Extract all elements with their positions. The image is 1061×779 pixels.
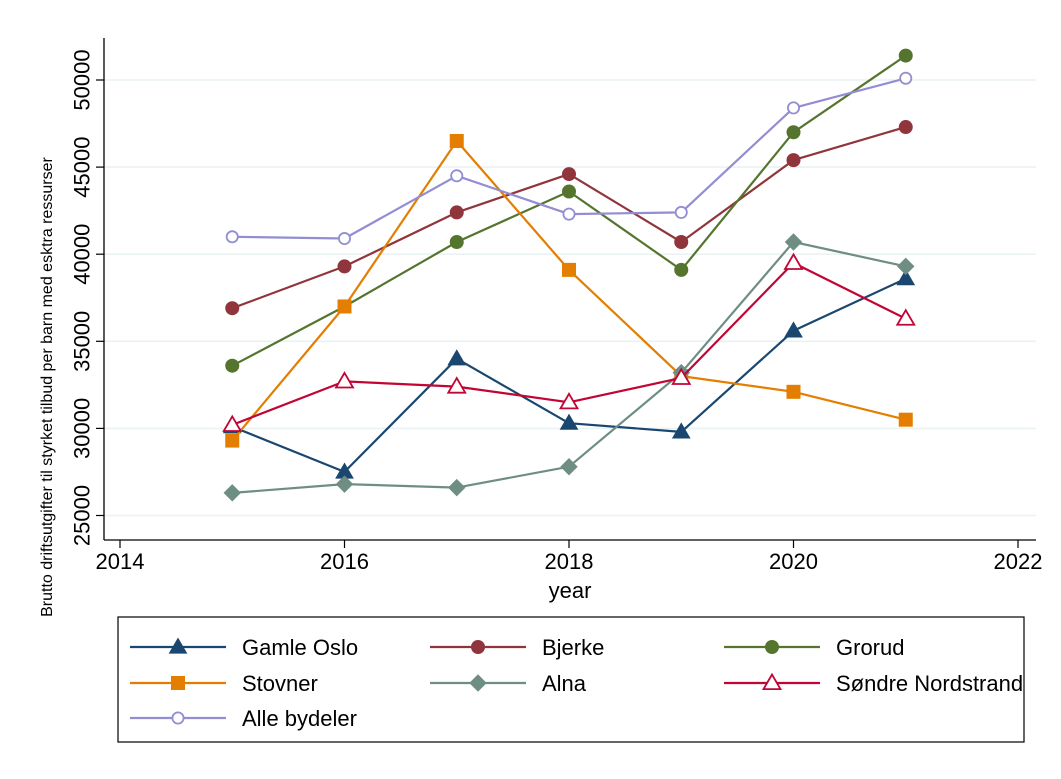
legend-marker [765,640,779,654]
y-tick-label: 25000 [70,485,95,546]
x-tick-label: 2016 [320,549,369,574]
y-axis-title: Brutto driftsutgifter til styrket tilbud… [39,156,56,616]
legend: Gamle Oslo Bjerke Grorud Stovner Alna Søndre … [117,616,1025,743]
data-point-alna [223,484,241,502]
data-point-bjerke [786,153,801,168]
data-point-alle-bydeler [450,169,464,183]
data-point-alle-bydeler [225,230,239,244]
data-point-sondre-nordstrand [558,391,580,410]
data-point-grorud [786,125,801,140]
y-tick-label: 30000 [70,398,95,459]
data-point-bjerke [225,301,240,316]
legend-item-gamle-oslo: Gamle Oslo [130,635,358,660]
data-point-grorud [562,184,576,199]
legend-label: Bjerke [542,635,604,660]
data-point-stovner [786,384,801,399]
data-point-gamle-oslo [784,321,803,338]
data-point-stovner [337,299,352,314]
data-point-bjerke [449,205,464,220]
legend-label: Alle bydeler [242,706,357,731]
y-tick-label: 45000 [70,137,95,198]
data-point-grorud [449,235,464,250]
data-point-alna [897,257,915,276]
data-point-alna [335,475,354,493]
x-axis-title: year [549,578,592,603]
data-point-gamle-oslo [447,349,467,366]
data-point-alle-bydeler [337,232,351,246]
data-point-bjerke [337,259,352,274]
legend-label: Søndre Nordstrand [836,671,1023,696]
legend-marker [471,640,485,654]
data-point-bjerke [674,235,689,250]
legend-item-grorud: Grorud [724,635,904,660]
legend-item-alna: Alna [430,671,587,696]
data-point-gamle-oslo [671,422,691,439]
axes: 25000 30000 35000 40000 45000 50000 2014 2016 20… [70,38,1043,574]
data-point-stovner [449,133,464,148]
data-point-alle-bydeler [787,101,801,115]
y-tick-label: 50000 [70,49,95,110]
data-point-alle-bydeler [562,207,576,221]
data-point-alna [448,478,466,497]
legend-label: Grorud [836,635,904,660]
data-point-grorud [225,358,240,373]
legend-marker [171,711,185,725]
x-tick-label: 2014 [96,549,145,574]
data-point-sondre-nordstrand [446,376,467,394]
legend-marker [168,637,188,654]
legend-item-bjerke: Bjerke [430,635,604,660]
data-point-sondre-nordstrand [334,371,355,389]
data-point-gamle-oslo [896,269,916,286]
y-tick-label: 40000 [70,224,95,285]
data-point-sondre-nordstrand [783,252,804,270]
series-group [222,48,916,502]
data-point-gamle-oslo [559,413,579,430]
legend-marker [171,676,185,690]
legend-label: Gamle Oslo [242,635,358,660]
data-point-grorud [674,262,689,277]
data-point-sondre-nordstrand [895,308,916,326]
legend-marker [761,672,783,691]
legend-box [117,616,1025,743]
y-tick-label: 35000 [70,311,95,372]
legend-item-alle-bydeler: Alle bydeler [130,706,357,731]
series-sondre-nordstrand [222,252,916,432]
legend-item-stovner: Stovner [130,671,318,696]
x-tick-label: 2020 [769,549,818,574]
series-stovner [225,133,913,448]
data-point-bjerke [898,120,913,135]
data-point-alna [560,458,578,476]
data-point-stovner [898,412,913,427]
data-point-sondre-nordstrand [671,367,692,385]
series-alle-bydeler [225,71,913,246]
legend-item-sondre-nordstrand: Søndre Nordstrand [724,671,1023,696]
data-point-stovner [562,262,576,277]
series-bjerke [225,120,913,316]
data-point-stovner [225,433,240,448]
legend-label: Stovner [242,671,318,696]
data-point-sondre-nordstrand [222,414,243,432]
data-point-alna [784,233,803,251]
x-tick-label: 2022 [994,549,1043,574]
legend-marker [469,674,487,692]
data-point-bjerke [562,167,576,182]
data-point-grorud [898,48,913,63]
data-point-alle-bydeler [674,205,688,219]
data-point-alle-bydeler [899,71,913,85]
legend-label: Alna [542,671,587,696]
x-tick-label: 2018 [545,549,594,574]
